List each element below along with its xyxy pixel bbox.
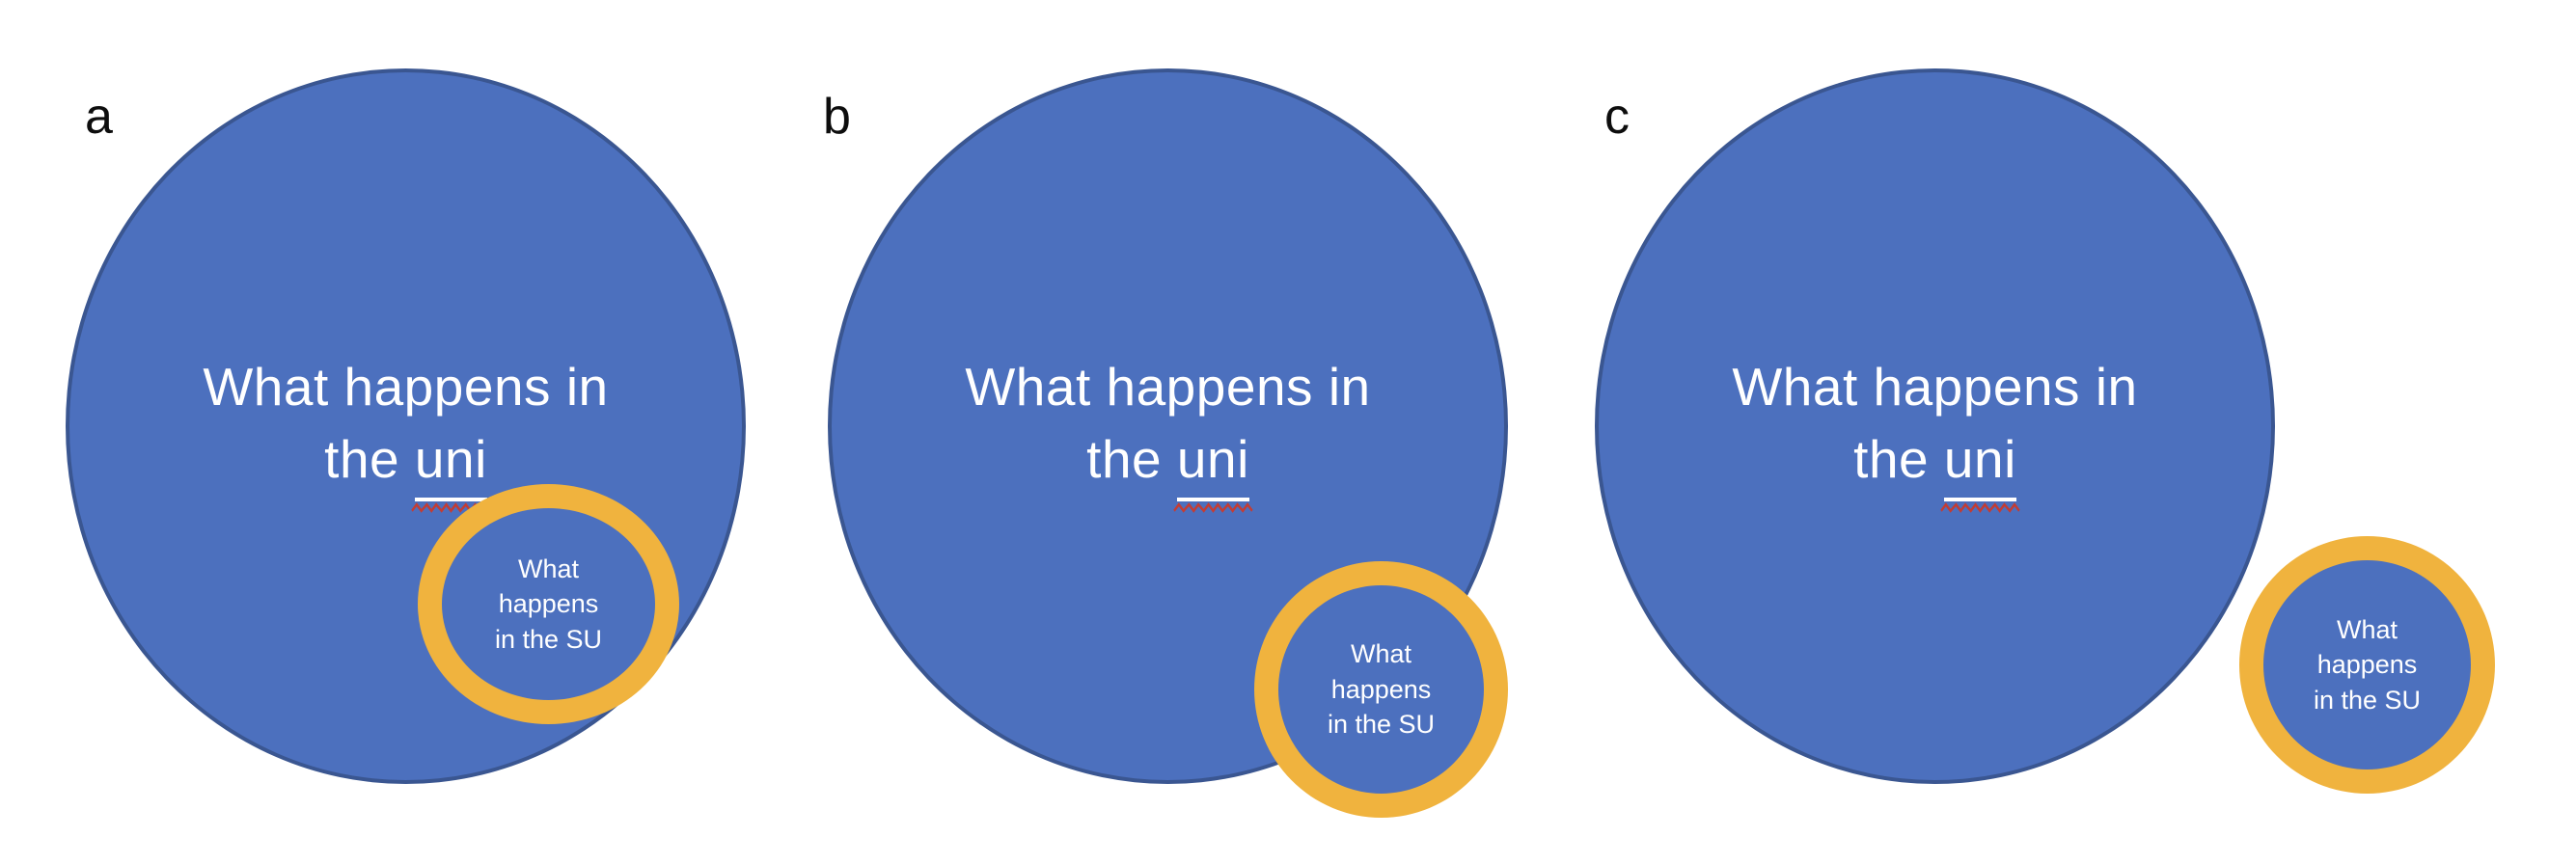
text-line: What [2336, 614, 2398, 644]
text-word: uni [1176, 429, 1249, 489]
panel-label: a [85, 89, 113, 145]
uni-circle: What happens in the uni [1595, 68, 2275, 784]
spellcheck-squiggle-icon [1173, 501, 1253, 513]
text-line: What [517, 554, 580, 583]
text-line: happens [498, 589, 599, 619]
su-circle: What happens in the SU [418, 484, 679, 724]
spellcheck-squiggle-icon [1940, 501, 2020, 513]
su-circle: What happens in the SU [2239, 536, 2495, 794]
text-line: happens [2316, 650, 2418, 680]
text-line: the [324, 429, 415, 489]
misspelled-word-uni: uni [411, 423, 491, 513]
text-line: in the SU [494, 624, 603, 654]
text-line: What happens in [203, 357, 609, 418]
misspelled-word-uni: uni [1173, 423, 1253, 513]
su-circle-text: What happens in the SU [2314, 612, 2421, 717]
text-line: What happens in [965, 357, 1371, 418]
text-line: in the SU [1327, 710, 1436, 740]
su-circle: What happens in the SU [1254, 561, 1508, 818]
su-circle-text: What happens in the SU [1328, 636, 1435, 742]
text-line: happens [1330, 674, 1432, 704]
text-word: uni [1943, 429, 2016, 489]
text-line: What [1350, 639, 1412, 669]
uni-circle-text: What happens in the uni [965, 351, 1371, 513]
text-line: What happens in [1732, 357, 2138, 418]
uni-circle-text: What happens in the uni [203, 351, 609, 513]
misspelled-word-uni: uni [1940, 423, 2020, 513]
text-line: the [1086, 429, 1177, 489]
uni-circle-text: What happens in the uni [1732, 351, 2138, 513]
text-word: uni [414, 429, 487, 489]
su-circle-text: What happens in the SU [495, 552, 602, 657]
panel-label: c [1604, 89, 1630, 145]
panel-label: b [823, 89, 851, 145]
text-line: the [1853, 429, 1944, 489]
text-line: in the SU [2313, 685, 2422, 715]
